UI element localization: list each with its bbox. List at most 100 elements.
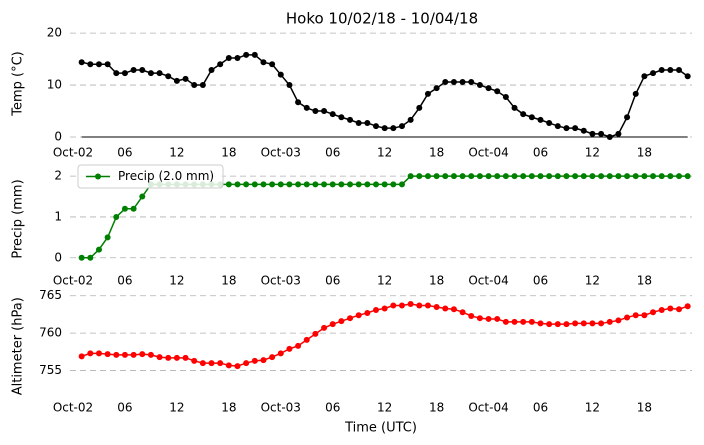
point (277, 181, 284, 188)
x-tick-label: 18 (221, 274, 236, 288)
point (286, 82, 293, 89)
point (632, 90, 639, 97)
point (650, 173, 657, 180)
point (355, 312, 362, 319)
point (572, 125, 579, 132)
point (208, 66, 215, 73)
point (130, 66, 137, 73)
x-tick-label: 06 (117, 146, 132, 160)
point (511, 104, 518, 111)
point (113, 351, 120, 358)
x-tick-label: 18 (637, 274, 652, 288)
point (407, 300, 414, 307)
y-tick-label: 1 (54, 209, 62, 223)
point (554, 173, 561, 180)
point (173, 354, 180, 361)
point (537, 173, 544, 180)
point (95, 246, 102, 253)
point (269, 61, 276, 68)
point (398, 302, 405, 309)
x-tick-label: Oct-02 (53, 274, 93, 288)
point (199, 82, 206, 89)
point (303, 181, 310, 188)
point (355, 181, 362, 188)
point (234, 363, 241, 370)
point (494, 315, 501, 322)
point (78, 353, 85, 360)
point (295, 342, 302, 349)
x-tick-label: 06 (533, 401, 548, 415)
point (104, 61, 111, 68)
point (442, 173, 449, 180)
point (615, 317, 622, 324)
point (121, 205, 128, 212)
point (641, 312, 648, 319)
point (78, 254, 85, 261)
point (520, 173, 527, 180)
x-tick-label: 18 (221, 146, 236, 160)
point (459, 78, 466, 85)
point (130, 205, 137, 212)
x-tick-label: 12 (585, 274, 600, 288)
x-tick-label: Oct-04 (468, 146, 508, 160)
point (658, 306, 665, 313)
point (321, 324, 328, 331)
x-tick-label: 06 (325, 401, 340, 415)
x-tick-label: 12 (585, 401, 600, 415)
point (338, 114, 345, 121)
x-axis-label: Time (UTC) (344, 421, 417, 436)
y-tick-label: 760 (39, 326, 62, 340)
point (381, 305, 388, 312)
point (303, 104, 310, 111)
point (606, 173, 613, 180)
point (139, 351, 146, 358)
point (373, 181, 380, 188)
point (641, 73, 648, 80)
point (321, 108, 328, 115)
point (390, 302, 397, 309)
point (243, 51, 250, 58)
x-tick-label: 12 (377, 401, 392, 415)
point (598, 320, 605, 327)
point (130, 351, 137, 358)
point (234, 181, 241, 188)
point (416, 104, 423, 111)
point (554, 123, 561, 130)
legend-label: Precip (2.0 mm) (118, 169, 214, 183)
point (684, 303, 691, 310)
point (364, 119, 371, 126)
point (485, 85, 492, 92)
point (528, 114, 535, 121)
x-tick-label: Oct-02 (53, 146, 93, 160)
point (450, 173, 457, 180)
point (424, 302, 431, 309)
point (606, 318, 613, 325)
point (286, 181, 293, 188)
point (277, 350, 284, 357)
point (251, 357, 258, 364)
point (303, 336, 310, 343)
point (321, 181, 328, 188)
y-axis-label: Precip (mm) (11, 179, 26, 258)
point (580, 173, 587, 180)
point (494, 88, 501, 95)
point (243, 181, 250, 188)
point (528, 318, 535, 325)
point (217, 360, 224, 367)
point (433, 303, 440, 310)
point (191, 82, 198, 89)
point (572, 320, 579, 327)
y-tick-label: 755 (39, 363, 62, 377)
point (424, 173, 431, 180)
point (537, 320, 544, 327)
x-tick-label: 06 (533, 274, 548, 288)
point (450, 306, 457, 313)
point (667, 66, 674, 73)
point (563, 321, 570, 328)
point (165, 73, 172, 80)
point (468, 78, 475, 85)
point (459, 173, 466, 180)
point (347, 116, 354, 123)
point (650, 70, 657, 77)
